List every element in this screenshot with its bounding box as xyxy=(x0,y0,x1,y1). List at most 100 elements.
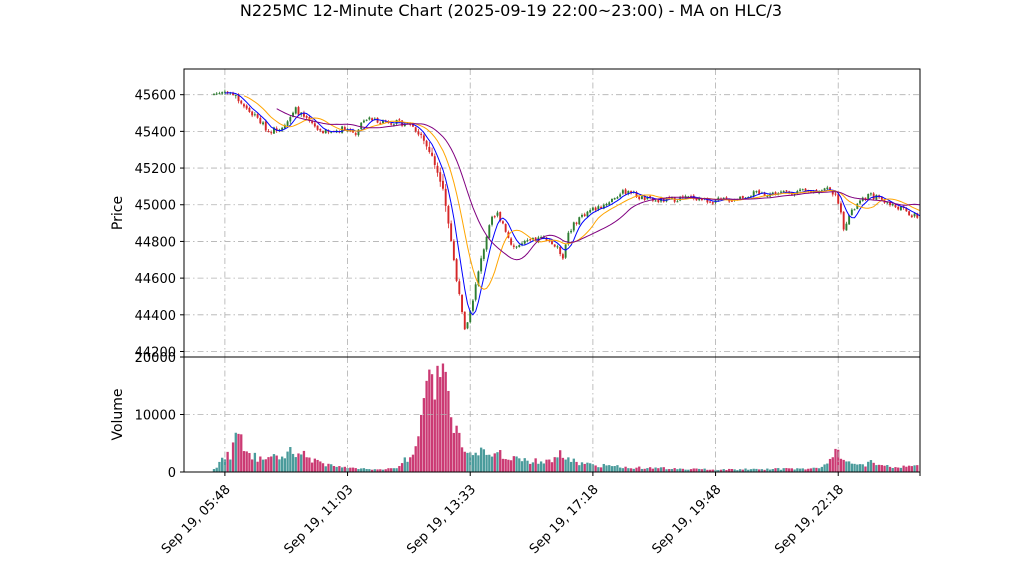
volume-bar-84 xyxy=(441,363,445,472)
volume-bar-202 xyxy=(763,469,766,472)
volume-bar-206 xyxy=(774,468,777,472)
volume-bar-2 xyxy=(218,461,221,472)
volume-bar-209 xyxy=(782,468,785,472)
volume-bar-216 xyxy=(801,468,804,472)
volume-bar-118 xyxy=(534,458,537,472)
volume-bar-66 xyxy=(392,468,396,472)
volume-bar-95 xyxy=(471,455,475,472)
candle-body-178 xyxy=(698,198,701,201)
volume-bar-52 xyxy=(354,468,357,472)
volume-bar-83 xyxy=(439,377,442,472)
volume-bar-11 xyxy=(242,451,246,472)
volume-bar-181 xyxy=(706,469,709,472)
volume-bar-30 xyxy=(294,457,297,472)
volume-bar-135 xyxy=(580,462,584,472)
volume-bar-175 xyxy=(689,469,693,472)
volume-bar-92 xyxy=(463,451,466,472)
volume-bar-106 xyxy=(501,458,505,472)
candle-body-137 xyxy=(586,211,589,217)
volume-bar-221 xyxy=(815,467,818,472)
volume-bar-67 xyxy=(395,468,398,472)
candle-body-109 xyxy=(510,238,513,245)
volume-bar-88 xyxy=(452,432,456,472)
candle-body-26 xyxy=(283,125,286,129)
volume-bar-22 xyxy=(272,454,276,472)
candle-body-52 xyxy=(354,133,357,135)
volume-bar-148 xyxy=(616,465,619,472)
volume-bar-16 xyxy=(256,461,259,472)
price-tick-label-4: 45000 xyxy=(135,199,176,214)
candle-body-10 xyxy=(240,100,243,104)
volume-bar-14 xyxy=(250,459,254,472)
candle-body-112 xyxy=(518,244,521,248)
candle-body-182 xyxy=(709,201,712,203)
candle-body-124 xyxy=(551,241,553,245)
candle-body-58 xyxy=(371,118,374,121)
volume-bar-212 xyxy=(790,468,794,472)
candle-body-258 xyxy=(916,213,919,218)
candle-body-236 xyxy=(856,203,859,209)
candle-body-89 xyxy=(455,259,458,281)
volume-bar-29 xyxy=(291,453,295,472)
candle-body-111 xyxy=(515,246,518,248)
candle-body-239 xyxy=(864,197,867,200)
volume-bar-195 xyxy=(744,468,747,472)
volume-bar-257 xyxy=(913,465,916,472)
price-axis-label: Price xyxy=(110,196,126,230)
volume-y-ticks: 0 10000 20000 xyxy=(135,351,184,481)
volume-bar-120 xyxy=(539,461,543,472)
volume-bar-177 xyxy=(695,468,698,472)
volume-bar-185 xyxy=(717,470,720,472)
volume-bar-240 xyxy=(867,461,870,472)
candle-body-121 xyxy=(542,236,545,238)
candle-body-37 xyxy=(313,123,316,127)
candle-body-90 xyxy=(458,281,461,294)
candle-body-59 xyxy=(373,118,376,120)
volume-bar-238 xyxy=(861,464,864,472)
volume-bar-55 xyxy=(362,468,366,472)
volume-bar-235 xyxy=(853,463,856,472)
candle-body-168 xyxy=(670,196,673,199)
volume-bar-220 xyxy=(812,467,815,472)
candle-body-255 xyxy=(908,211,911,216)
candle-body-18 xyxy=(262,122,265,125)
volume-bar-228 xyxy=(834,448,837,472)
volume-bar-244 xyxy=(877,464,881,472)
volume-bar-48 xyxy=(343,466,346,472)
price-tick-label-5: 45200 xyxy=(135,162,176,177)
volume-bar-150 xyxy=(621,468,625,472)
candle-body-27 xyxy=(286,121,289,126)
volume-bar-227 xyxy=(831,457,834,472)
volume-bar-253 xyxy=(902,465,905,472)
candle-body-48 xyxy=(343,127,346,131)
volume-bar-101 xyxy=(488,454,491,472)
volume-bar-157 xyxy=(640,468,644,472)
volume-bar-82 xyxy=(436,365,439,472)
volume-bar-103 xyxy=(493,453,496,472)
volume-bar-42 xyxy=(327,463,330,472)
candle-body-149 xyxy=(619,194,622,197)
volume-bars xyxy=(212,363,919,472)
volume-bar-198 xyxy=(752,468,755,472)
volume-bar-94 xyxy=(469,452,472,472)
volume-bar-23 xyxy=(275,455,278,472)
volume-bar-132 xyxy=(572,458,575,472)
volume-bar-107 xyxy=(504,459,507,472)
candle-body-40 xyxy=(322,131,324,134)
candle-body-133 xyxy=(575,222,578,224)
volume-bar-164 xyxy=(659,467,663,472)
candle-body-12 xyxy=(245,105,248,109)
volume-bar-170 xyxy=(676,469,679,472)
candle-body-22 xyxy=(273,127,275,134)
volume-bar-145 xyxy=(608,465,611,472)
volume-bar-168 xyxy=(670,469,674,472)
volume-bar-233 xyxy=(847,461,851,472)
volume-bar-133 xyxy=(575,461,578,472)
volume-bar-161 xyxy=(651,468,655,472)
volume-bar-110 xyxy=(512,456,515,472)
candle-body-21 xyxy=(270,132,273,134)
candle-body-73 xyxy=(412,124,414,127)
volume-bar-137 xyxy=(586,462,589,472)
candle-body-224 xyxy=(823,188,826,191)
